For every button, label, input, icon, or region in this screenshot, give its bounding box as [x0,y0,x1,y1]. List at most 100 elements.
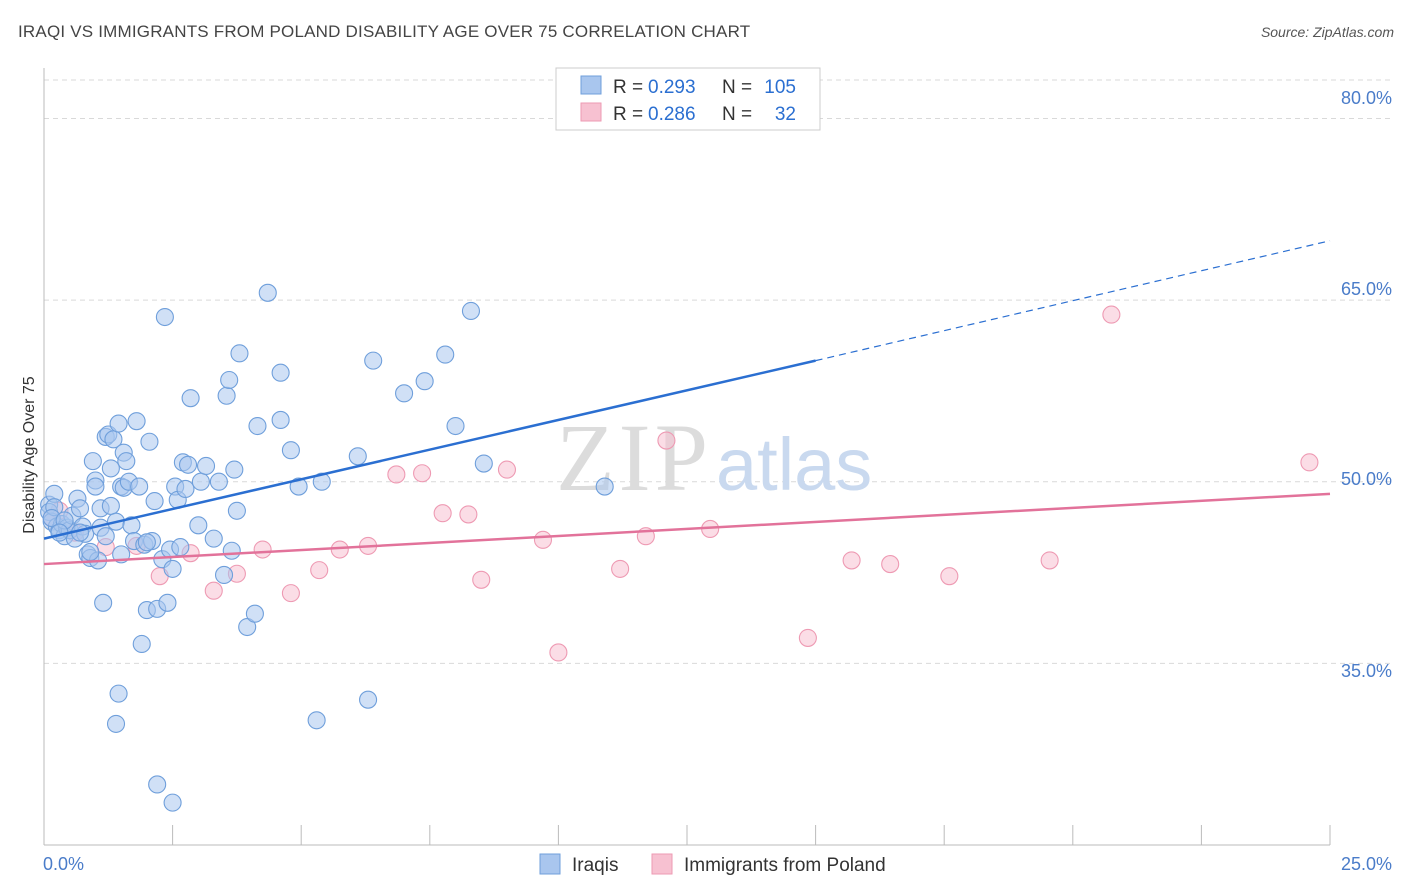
legend-bottom-swatch-poland [651,853,673,875]
iraqis-point-84 [395,384,414,403]
iraqis-point-41 [130,477,149,496]
iraqis-point-93 [148,775,167,794]
legend-bottom-swatch-iraqis [539,853,561,875]
poland-point-19 [497,460,517,479]
iraqis-point-66 [214,565,234,585]
iraqis-point-71 [227,501,246,520]
iraqis-point-32 [109,414,128,433]
iraqis-point-19 [83,452,102,471]
iraqis-point-59 [178,455,198,474]
iraqis-point-70 [225,460,244,479]
watermark-atlas: atlas [716,423,872,506]
iraqis-point-78 [271,363,290,382]
iraqis-point-47 [145,492,164,511]
iraqis-point-100 [96,527,115,546]
iraqis-point-29 [101,496,120,515]
legend-swatch-poland [580,102,602,122]
iraqis-point-82 [348,447,367,466]
watermark-zip: ZIP [556,404,712,511]
legend-bottom-label-poland: Immigrants from Poland [684,855,886,876]
y-axis-title: Disability Age Over 75 [21,376,38,534]
poland-point-14 [387,465,406,484]
poland-point-28 [881,555,900,574]
iraqis-point-88 [461,301,481,321]
poland-point-9 [253,540,272,559]
iraqis-point-79 [281,441,300,460]
legend-r-value-0: 0.293 [648,77,696,98]
iraqis-point-94 [163,793,182,812]
iraqis-point-21 [86,477,105,496]
iraqis-point-40 [127,412,146,431]
legend-n-label-1: N = [722,104,752,125]
poland-point-11 [310,561,329,580]
y-tick-label-80: 80.0% [1341,88,1392,108]
iraqis-point-28 [101,459,120,478]
poland-point-18 [472,570,491,589]
watermark: ZIP atlas [556,404,872,511]
legend-n-value-0: 105 [764,77,796,98]
iraqis-point-75 [248,416,267,436]
iraqis-point-90 [595,477,614,496]
poland-point-31 [1102,305,1121,324]
legend-r-value-1: 0.286 [648,104,696,125]
iraqis-point-45 [140,432,159,451]
legend-swatch-iraqis [580,75,602,95]
poland-point-24 [657,431,676,450]
iraqis-point-60 [181,389,200,408]
iraqis-point-83 [364,351,383,370]
trend-line-iraqis-extension [815,240,1331,362]
iraqis-point-96 [359,690,378,709]
trend-line-poland [43,492,1331,566]
poland-point-16 [433,504,452,523]
iraqis-point-50 [155,307,174,327]
series-iraqis [40,283,614,812]
legend-r-label-1: R = [613,104,643,125]
source-label: Source: ZipAtlas.com [1260,24,1394,40]
poland-point-17 [459,505,478,524]
y-tick-label-35: 35.0% [1341,661,1392,681]
iraqis-point-95 [307,711,326,730]
iraqis-point-56 [171,538,190,557]
legend-n-label-0: N = [722,77,752,98]
iraqis-point-77 [271,410,290,430]
poland-point-15 [413,464,432,483]
iraqis-point-25 [94,593,113,612]
poland-point-30 [1040,551,1059,570]
iraqis-point-87 [446,416,465,436]
iraqis-point-91 [109,684,128,703]
iraqis-point-14 [70,499,90,518]
trend-lines [43,240,1331,566]
iraqis-point-51 [158,593,177,612]
poland-point-20 [533,530,553,549]
iraqis-point-74 [245,604,264,623]
y-tick-label-65: 65.0% [1341,279,1392,299]
iraqis-point-80 [289,477,308,496]
iraqis-point-68 [220,370,239,390]
iraqis-point-64 [204,529,223,548]
poland-point-10 [281,584,300,603]
x-tick-label-1: 25.0% [1341,854,1392,874]
legend-bottom-label-iraqis: Iraqis [572,855,618,876]
legend-top: R = 0.293 N = 105 R = 0.286 N = 32 [555,67,821,131]
iraqis-point-73 [238,617,257,637]
poland-point-7 [204,581,223,600]
iraqis-point-81 [312,472,331,491]
iraqis-point-92 [106,714,126,733]
axes [43,68,1331,846]
iraqis-point-89 [474,454,493,473]
iraqis-point-58 [176,479,195,499]
iraqis-point-62 [191,472,210,491]
grid-lines [44,79,1392,664]
legend-bottom: Iraqis Immigrants from Poland [539,853,886,876]
iraqis-point-36 [117,452,136,471]
iraqis-point-76 [258,283,277,302]
iraqis-point-72 [230,344,249,363]
trend-line-iraqis [43,359,816,540]
iraqis-point-86 [436,345,455,364]
legend-r-label-0: R = [613,77,643,98]
poland-point-12 [330,540,349,559]
iraqis-point-101 [81,542,100,562]
poland-point-32 [1300,453,1319,472]
poland-point-26 [798,628,817,647]
